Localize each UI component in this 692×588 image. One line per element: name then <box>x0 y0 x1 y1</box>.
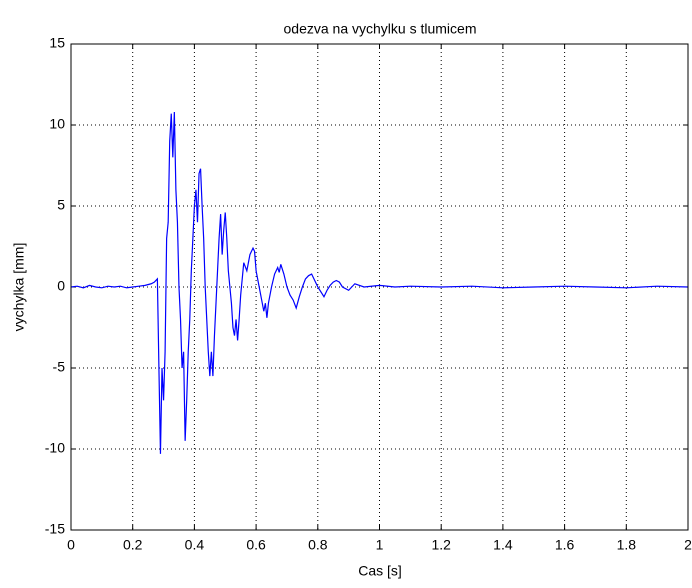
x-tick-label: 0 <box>67 537 75 553</box>
chart-title: odezva na vychylku s tlumicem <box>284 21 477 37</box>
x-tick-label: 2 <box>684 537 692 553</box>
x-tick-label: 0.6 <box>246 537 266 553</box>
y-tick-label: 0 <box>57 278 65 294</box>
y-tick-label: -15 <box>45 521 65 537</box>
x-tick-label: 1.6 <box>555 537 575 553</box>
y-axis-label: vychylka [mm] <box>11 243 27 332</box>
x-tick-label: 0.2 <box>123 537 143 553</box>
plot-frame <box>70 43 689 531</box>
y-tick-label: 5 <box>57 197 65 213</box>
x-tick-label: 0.4 <box>185 537 205 553</box>
x-axis-label: Cas [s] <box>358 563 402 579</box>
y-tick-label: -5 <box>53 359 66 375</box>
y-tick-label: -10 <box>45 440 65 456</box>
x-tick-label: 1.4 <box>493 537 513 553</box>
data-line <box>70 112 689 454</box>
y-tick-label: 10 <box>49 116 65 132</box>
y-tick-label: 15 <box>49 35 65 51</box>
x-tick-label: 1.2 <box>431 537 451 553</box>
x-tick-label: 0.8 <box>308 537 328 553</box>
x-tick-label: 1 <box>376 537 384 553</box>
x-tick-label: 1.8 <box>617 537 637 553</box>
